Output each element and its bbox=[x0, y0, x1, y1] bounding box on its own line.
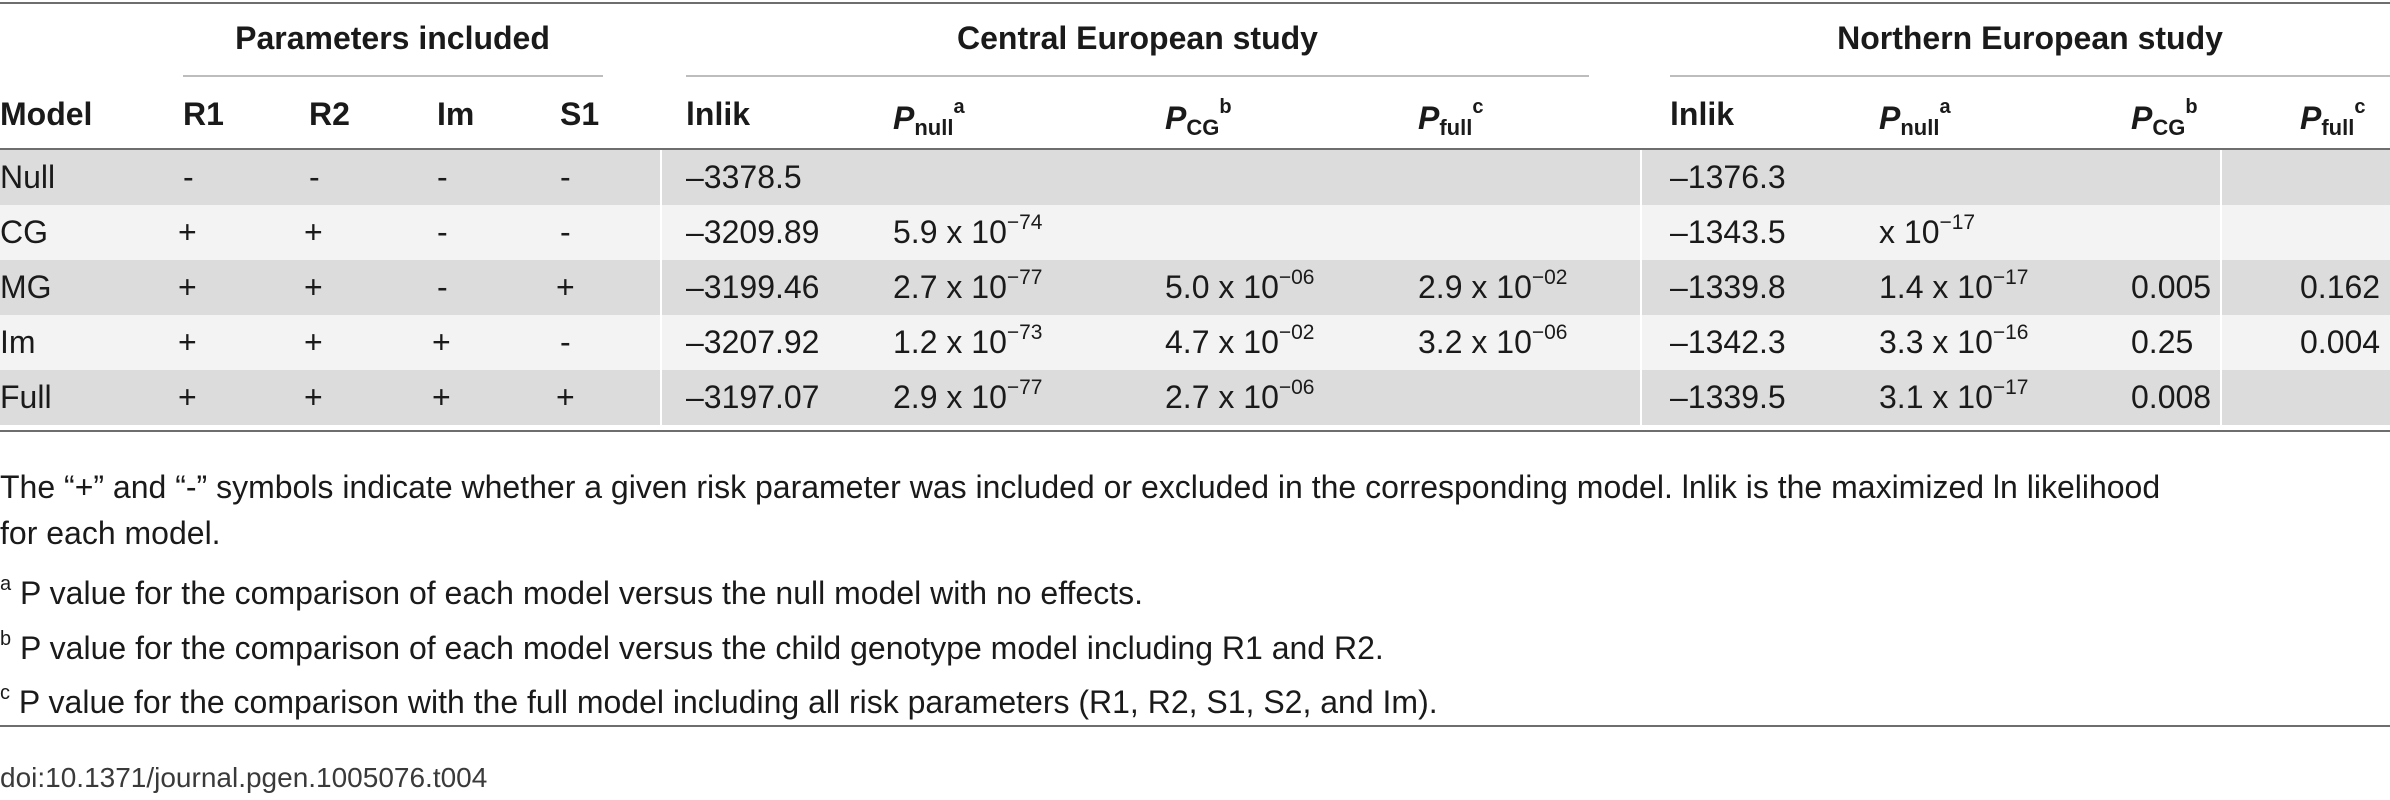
cell-central-inlik: –3207.92 bbox=[686, 324, 820, 360]
group-rule-northern bbox=[1670, 75, 2390, 77]
column-separator bbox=[1640, 150, 1642, 430]
group-header-parameters: Parameters included bbox=[235, 20, 550, 56]
cell-central-pnull: 2.7 x 10−77 bbox=[893, 266, 1043, 305]
cell-northern-pcg: 0.25 bbox=[2131, 324, 2194, 360]
cell-s1: + bbox=[556, 269, 575, 305]
cell-central-pcg: 4.7 x 10−02 bbox=[1165, 321, 1315, 360]
footnote-c: c P value for the comparison with the fu… bbox=[0, 682, 1438, 720]
cell-northern-inlik: –1343.5 bbox=[1670, 214, 1786, 250]
column-separator bbox=[2220, 150, 2222, 430]
group-rule-parameters bbox=[183, 75, 603, 77]
cell-r2: + bbox=[304, 379, 323, 415]
col-header-northern-pcg: PCGb bbox=[2131, 96, 2198, 140]
col-header-r2: R2 bbox=[309, 96, 350, 132]
cell-model: CG bbox=[0, 214, 48, 250]
group-header-central: Central European study bbox=[957, 20, 1318, 56]
cell-r1: + bbox=[178, 324, 197, 360]
cell-im: - bbox=[437, 269, 448, 305]
cell-northern-inlik: –1342.3 bbox=[1670, 324, 1786, 360]
cell-northern-inlik: –1376.3 bbox=[1670, 159, 1786, 195]
header-bottom-rule bbox=[0, 148, 2390, 150]
group-rule-central bbox=[686, 75, 1589, 77]
cell-r1: - bbox=[183, 159, 194, 195]
col-header-model: Model bbox=[0, 96, 93, 132]
cell-r2: + bbox=[304, 269, 323, 305]
cell-im: + bbox=[432, 324, 451, 360]
cell-r1: + bbox=[178, 379, 197, 415]
cell-central-pcg: 5.0 x 10−06 bbox=[1165, 266, 1315, 305]
cell-northern-inlik: –1339.5 bbox=[1670, 379, 1786, 415]
cell-im: + bbox=[432, 379, 451, 415]
cell-r2: - bbox=[309, 159, 320, 195]
cell-s1: - bbox=[560, 159, 571, 195]
footer-rule bbox=[0, 725, 2390, 727]
table-top-rule bbox=[0, 2, 2390, 4]
cell-northern-pcg: 0.008 bbox=[2131, 379, 2212, 415]
table-row-null: Null - - - - –3378.5 –1376.3 bbox=[0, 150, 2390, 205]
cell-northern-pfull: 0.162 bbox=[2300, 269, 2381, 305]
cell-northern-pnull: x 10−17 bbox=[1879, 211, 1976, 250]
cell-northern-pnull: 3.3 x 10−16 bbox=[1879, 321, 2029, 360]
cell-central-inlik: –3199.46 bbox=[686, 269, 820, 305]
table-bottom-rule bbox=[0, 430, 2390, 432]
cell-central-pnull: 2.9 x 10−77 bbox=[893, 376, 1043, 415]
table-row-im: Im + + + - –3207.92 1.2 x 10−73 4.7 x 10… bbox=[0, 315, 2390, 370]
col-header-im: Im bbox=[437, 96, 475, 132]
cell-central-inlik: –3378.5 bbox=[686, 159, 802, 195]
footnote-a: a P value for the comparison of each mod… bbox=[0, 573, 1143, 611]
col-header-central-inlik: lnlik bbox=[686, 96, 751, 132]
cell-r1: + bbox=[178, 214, 197, 250]
cell-s1: - bbox=[560, 324, 571, 360]
cell-s1: - bbox=[560, 214, 571, 250]
table-row-cg: CG + + - - –3209.89 5.9 x 10−74 –1343.5 … bbox=[0, 205, 2390, 260]
col-header-r1: R1 bbox=[183, 96, 224, 132]
cell-central-inlik: –3209.89 bbox=[686, 214, 820, 250]
footnote-b: b P value for the comparison of each mod… bbox=[0, 628, 1384, 666]
cell-s1: + bbox=[556, 379, 575, 415]
cell-central-pfull: 2.9 x 10−02 bbox=[1418, 266, 1568, 305]
cell-model: Full bbox=[0, 379, 52, 415]
column-separator bbox=[660, 150, 662, 430]
cell-central-pnull: 5.9 x 10−74 bbox=[893, 211, 1043, 250]
cell-northern-inlik: –1339.8 bbox=[1670, 269, 1786, 305]
cell-im: - bbox=[437, 159, 448, 195]
table-note-line: for each model. bbox=[0, 515, 221, 551]
col-header-central-pcg: PCGb bbox=[1165, 96, 1232, 140]
col-header-northern-pnull: Pnulla bbox=[1879, 96, 1951, 140]
cell-northern-pnull: 1.4 x 10−17 bbox=[1879, 266, 2029, 305]
cell-r2: + bbox=[304, 324, 323, 360]
col-header-northern-pfull: Pfullc bbox=[2300, 96, 2366, 140]
cell-central-pcg: 2.7 x 10−06 bbox=[1165, 376, 1315, 415]
cell-northern-pcg: 0.005 bbox=[2131, 269, 2212, 305]
table-note-main: The “+” and “-” symbols indicate whether… bbox=[0, 465, 2390, 556]
cell-central-inlik: –3197.07 bbox=[686, 379, 820, 415]
cell-model: Im bbox=[0, 324, 36, 360]
table-note-line: The “+” and “-” symbols indicate whether… bbox=[0, 469, 2161, 505]
cell-northern-pfull: 0.004 bbox=[2300, 324, 2381, 360]
col-header-northern-inlik: lnlik bbox=[1670, 96, 1735, 132]
col-header-central-pnull: Pnulla bbox=[893, 96, 965, 140]
cell-r1: + bbox=[178, 269, 197, 305]
cell-northern-pnull: 3.1 x 10−17 bbox=[1879, 376, 2029, 415]
table-row-mg: MG + + - + –3199.46 2.7 x 10−77 5.0 x 10… bbox=[0, 260, 2390, 315]
cell-im: - bbox=[437, 214, 448, 250]
cell-central-pnull: 1.2 x 10−73 bbox=[893, 321, 1043, 360]
cell-model: MG bbox=[0, 269, 52, 305]
group-header-northern: Northern European study bbox=[1837, 20, 2223, 56]
cell-r2: + bbox=[304, 214, 323, 250]
col-header-central-pfull: Pfullc bbox=[1418, 96, 1484, 140]
cell-model: Null bbox=[0, 159, 56, 195]
col-header-s1: S1 bbox=[560, 96, 600, 132]
doi-link[interactable]: doi:10.1371/journal.pgen.1005076.t004 bbox=[0, 762, 488, 793]
cell-central-pfull: 3.2 x 10−06 bbox=[1418, 321, 1568, 360]
table-row-full: Full + + + + –3197.07 2.9 x 10−77 2.7 x … bbox=[0, 370, 2390, 425]
